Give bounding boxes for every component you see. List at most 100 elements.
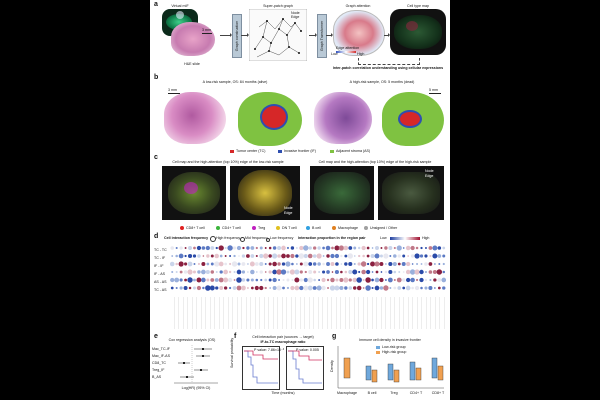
interaction-dot [193, 278, 196, 282]
interaction-dot [420, 246, 423, 250]
interaction-dot [193, 246, 196, 250]
interaction-dot [277, 254, 281, 258]
freq-mid-label: Mid frequency [245, 236, 268, 240]
graph-attention-label: Graph attention [345, 4, 371, 8]
interaction-dot [384, 279, 387, 281]
interaction-dot [335, 278, 339, 282]
interaction-dot [299, 245, 304, 251]
interaction-dot [312, 286, 317, 290]
legend-other-dot [364, 226, 368, 230]
interaction-dot [407, 255, 410, 257]
interaction-dot [206, 278, 210, 282]
interaction-dot [316, 253, 322, 259]
legend-low-risk-swatch [376, 346, 380, 349]
interaction-dot [286, 270, 290, 274]
cox-row-2: CD8_TC [152, 361, 166, 365]
km-plot-left [242, 346, 280, 390]
figure-panel: a Virtual mIF 3 mm H&E slide Graph const… [150, 0, 450, 400]
interaction-dot [344, 254, 348, 258]
interaction-dot [432, 245, 438, 251]
row-label-4: AS - AS [154, 280, 167, 284]
interaction-dot [228, 286, 232, 290]
interaction-dot [396, 277, 402, 283]
graph-transformer-text: Graph Transformer [320, 20, 324, 52]
interaction-dot [307, 253, 313, 259]
interaction-dot [317, 262, 321, 266]
interaction-dot [192, 270, 196, 274]
freq-high-marker [210, 236, 216, 242]
interaction-dot [214, 278, 219, 282]
super-patch-graph-label: Super-patch graph [263, 4, 293, 8]
interaction-dot [343, 245, 349, 251]
interaction-dot [308, 246, 312, 250]
interaction-dot [175, 254, 178, 258]
interaction-dot [441, 277, 446, 283]
interaction-dot [196, 277, 202, 283]
interaction-dot [414, 253, 420, 259]
interaction-dot [303, 277, 308, 283]
interaction-dot [272, 269, 277, 275]
legend-tc-swatch [230, 150, 234, 153]
interaction-dot [322, 262, 325, 266]
panel-f-label: f [234, 333, 237, 340]
interaction-dot [299, 278, 303, 282]
interaction-dot [286, 286, 290, 290]
prop-title: Interaction proportion in the region pai… [298, 236, 366, 240]
legend-other-label: Unsigned / Other [370, 226, 398, 230]
low-risk-cell-map [162, 166, 226, 220]
km-pvalue-right: P value: 0.005 [296, 348, 319, 352]
interaction-dot [206, 262, 210, 266]
interaction-dot [201, 269, 206, 275]
high-risk-region-map [382, 92, 444, 146]
interaction-dot [183, 270, 188, 274]
legend-cd4-dot [216, 226, 220, 230]
interaction-dot [179, 270, 183, 274]
interaction-dot [236, 285, 242, 291]
cox-row-0: Mac_TC-IF [152, 347, 170, 351]
interaction-dot [264, 247, 267, 249]
low-risk-title: A low-risk sample, OS: 84 months (alive) [202, 80, 268, 84]
legend-treg-label: Treg [258, 226, 266, 230]
interaction-dot [344, 262, 348, 266]
interaction-dot [175, 246, 178, 250]
interaction-dot [187, 277, 193, 283]
interaction-dot [401, 262, 406, 266]
interaction-dot [419, 269, 424, 275]
interaction-dot [264, 286, 267, 290]
interaction-dot [330, 277, 335, 283]
interaction-dot [246, 287, 249, 289]
interaction-dot [241, 254, 246, 258]
interaction-dot [348, 261, 353, 267]
interaction-dot [348, 246, 353, 250]
interaction-dot [202, 255, 205, 257]
interaction-dot [307, 277, 313, 283]
interaction-dot [175, 286, 178, 290]
interaction-dot [414, 285, 420, 291]
interaction-dot [406, 277, 411, 283]
interaction-dot [197, 262, 201, 266]
interaction-dot [170, 286, 174, 290]
interaction-dot [393, 254, 397, 258]
legend-cd8-dot [180, 226, 184, 230]
interaction-dot [384, 270, 388, 274]
interaction-dot [183, 286, 188, 290]
interaction-dot [442, 286, 446, 290]
interaction-dot [241, 270, 246, 274]
interaction-dot [308, 270, 313, 274]
interaction-dot [291, 262, 294, 266]
interaction-dot [348, 278, 352, 282]
interaction-dot [233, 279, 236, 281]
cat-3: CD4+ T [409, 391, 423, 395]
interaction-dot [432, 270, 437, 274]
interaction-dot [419, 254, 424, 258]
arrow-to-cell-map [384, 33, 390, 37]
interaction-dot [380, 247, 383, 249]
interaction-dot [254, 285, 259, 291]
panel-d-label: d [154, 233, 159, 240]
interaction-dot [276, 285, 282, 291]
interaction-dot [428, 262, 433, 266]
scale-right-label: 5 mm [429, 88, 438, 92]
interaction-dot [322, 255, 325, 257]
legend-tc-label: Tumor center (TC) [236, 149, 266, 153]
interaction-dot [340, 263, 343, 265]
